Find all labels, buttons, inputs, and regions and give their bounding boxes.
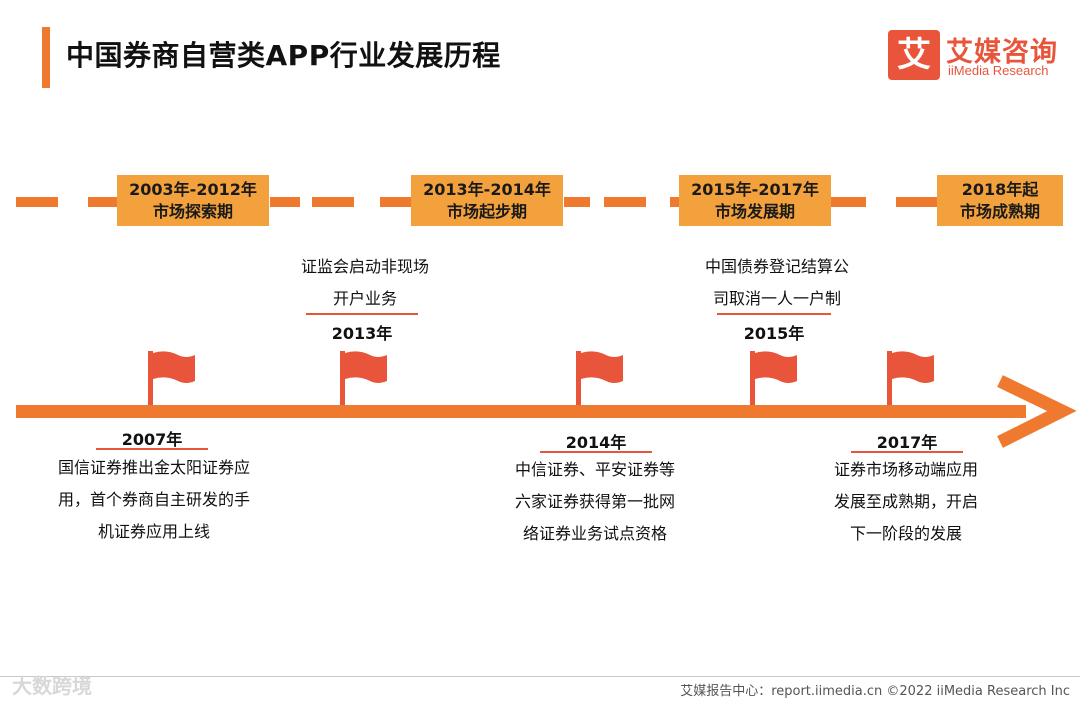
event-year: 2007年	[121, 430, 183, 449]
period-dash	[830, 197, 866, 207]
event-line: 证监会启动非现场	[300, 257, 429, 276]
year-underline	[717, 313, 831, 315]
event-line: 证券市场移动端应用	[833, 460, 978, 479]
event-line: 司取消一人一户制	[712, 289, 841, 308]
event-line: 中信证券、平安证券等	[514, 460, 675, 479]
period-years: 2018年起	[961, 179, 1039, 199]
year-underline	[851, 451, 963, 453]
event-line: 六家证券获得第一批网	[514, 492, 675, 511]
event-year: 2015年	[743, 324, 805, 343]
logo-cn-text: 艾媒咨询	[946, 37, 1058, 68]
event-description: 中国债券登记结算公 司取消一人一户制	[684, 251, 870, 315]
title-accent-bar	[42, 27, 50, 88]
event-description: 国信证券推出金太阳证券应 用，首个券商自主研发的手 机证券应用上线	[36, 452, 272, 548]
period-dash	[604, 197, 646, 207]
page-title: 中国券商自营类APP行业发展历程	[66, 39, 501, 72]
event-description: 中信证券、平安证券等 六家证券获得第一批网 络证券业务试点资格	[492, 454, 698, 550]
period-dash	[312, 197, 354, 207]
event-line: 国信证券推出金太阳证券应	[57, 458, 250, 477]
period-label: 市场成熟期	[959, 201, 1040, 221]
event-line: 机证券应用上线	[97, 522, 210, 541]
event-year: 2014年	[565, 433, 627, 452]
footer-source: 艾媒报告中心：report.iimedia.cn ©2022 iiMedia R…	[680, 684, 1070, 699]
period-dash	[380, 197, 412, 207]
period-box: 2018年起 市场成熟期	[937, 175, 1063, 226]
event-description: 证监会启动非现场 开户业务	[270, 251, 460, 315]
flag-icon	[576, 351, 623, 405]
event-line: 用，首个券商自主研发的手	[57, 490, 250, 509]
period-label: 市场探索期	[152, 201, 233, 221]
period-label: 市场发展期	[714, 201, 795, 221]
logo-mark: 艾	[888, 30, 940, 80]
event-year: 2013年	[331, 324, 393, 343]
period-dash	[670, 197, 680, 207]
period-dash	[564, 197, 590, 207]
flag-icon	[148, 351, 195, 405]
period-box: 2015年-2017年 市场发展期	[679, 175, 831, 226]
timeline-arrow-head	[997, 375, 1077, 448]
event-description: 证券市场移动端应用 发展至成熟期，开启 下一阶段的发展	[812, 454, 1000, 550]
flag-icon	[750, 351, 797, 405]
year-underline	[96, 448, 208, 450]
period-years: 2015年-2017年	[691, 179, 819, 199]
event-year: 2017年	[876, 433, 938, 452]
period-dash	[16, 197, 58, 207]
period-box: 2003年-2012年 市场探索期	[117, 175, 269, 226]
period-dash	[896, 197, 938, 207]
event-line: 发展至成熟期，开启	[833, 492, 978, 511]
period-years: 2013年-2014年	[423, 179, 551, 199]
period-box: 2013年-2014年 市场起步期	[411, 175, 563, 226]
period-label: 市场起步期	[446, 201, 527, 221]
logo: 艾 艾媒咨询 iiMedia Research	[888, 30, 1068, 82]
period-dash	[88, 197, 121, 207]
watermark: 大数跨境	[12, 674, 92, 698]
period-dash	[270, 197, 300, 207]
event-line: 开户业务	[332, 289, 397, 308]
period-years: 2003年-2012年	[129, 179, 257, 199]
event-line: 中国债券登记结算公	[704, 257, 849, 276]
year-underline	[540, 451, 652, 453]
logo-en-text: iiMedia Research	[948, 63, 1049, 78]
flag-icon	[340, 351, 387, 405]
event-line: 络证券业务试点资格	[522, 524, 667, 543]
year-underline	[306, 313, 418, 315]
event-line: 下一阶段的发展	[849, 524, 962, 543]
footer-divider	[0, 676, 1080, 677]
flag-icon	[887, 351, 934, 405]
timeline-arrow-shaft	[16, 405, 1026, 418]
